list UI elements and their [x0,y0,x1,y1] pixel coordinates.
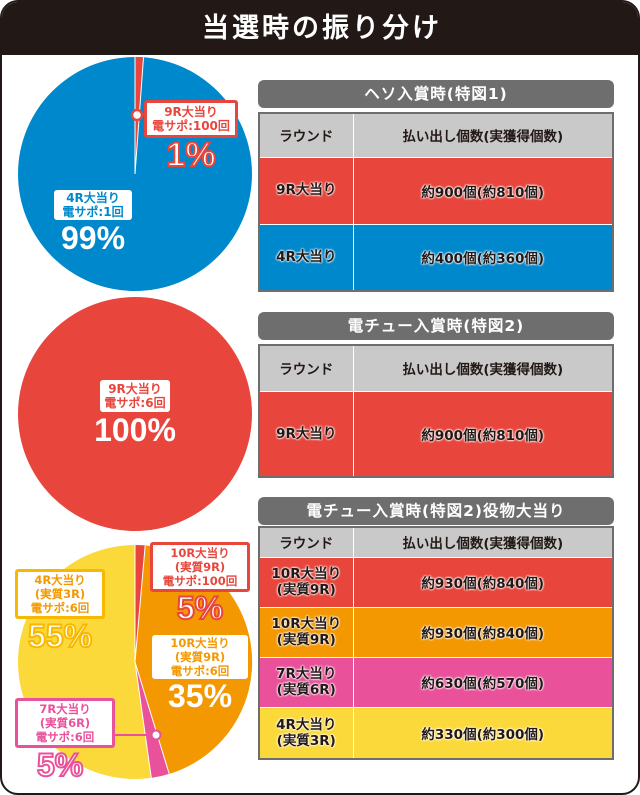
pie1-label-9r: 9R大当り 電サポ:100回 1% [144,100,238,174]
pie3-label-7r: 7R大当り (実質6R) 電サポ:6回 5% [15,698,115,783]
pie3-pct-10r-100: 5% [176,590,224,626]
page-title: 当選時の振り分け [2,2,638,55]
col-header-payout: 払い出し個数(実獲得個数) [352,112,614,158]
table-header-row: ラウンド 払い出し個数(実獲得個数) [258,112,614,158]
table-row: 9R大当り 約900個(約810個) [258,390,614,478]
table-row: 10R大当り (実質9R) 約930個(約840個) [258,556,614,608]
table-row: 9R大当り 約900個(約810個) [258,156,614,225]
pie2-pct-9r: 100% [94,412,176,448]
pie2-label-9r: 9R大当り 電サポ:6回 100% [82,380,188,448]
table-header-row: ラウンド 払い出し個数(実獲得個数) [258,344,614,392]
table-row: 10R大当り (実質9R) 約930個(約840個) [258,606,614,658]
section-title-denchu: 電チュー入賞時(特図2) [258,312,614,340]
table-heso: ラウンド 払い出し個数(実獲得個数) 9R大当り 約900個(約810個) 4R… [258,112,614,292]
pie3-pct-10r-6: 35% [167,678,233,714]
section-title-yakumono: 電チュー入賞時(特図2)役物大当り [258,497,614,525]
table-header-row: ラウンド 払い出し個数(実獲得個数) [258,526,614,558]
pie2-slice-9r [18,297,252,531]
pie3-pct-4r: 55% [27,618,93,654]
table-denchu: ラウンド 払い出し個数(実獲得個数) 9R大当り 約900個(約810個) [258,344,614,478]
pie1-pct-9r: 1% [165,136,216,174]
pie-chart-2 [18,297,252,531]
pie3-label-10r-100: 10R大当り (実質9R) 電サポ:100回 5% [150,542,250,626]
pie3-pct-7r: 5% [36,747,84,783]
pie3-label-10r-6: 10R大当り (実質9R) 電サポ:6回 35% [152,635,248,713]
table-row: 4R大当り 約400個(約360個) [258,223,614,292]
table-row: 7R大当り (実質6R) 約630個(約570個) [258,656,614,708]
table-yakumono: ラウンド 払い出し個数(実獲得個数) 10R大当り (実質9R) 約930個(約8… [258,526,614,760]
section-title-heso: ヘソ入賞時(特図1) [258,80,614,108]
col-header-round: ラウンド [258,112,354,158]
pie1-label-4r: 4R大当り 電サポ:1回 99% [54,190,132,256]
table-row: 4R大当り (実質3R) 約330個(約300個) [258,706,614,760]
pie3-label-4r: 4R大当り (実質3R) 電サポ:6回 55% [15,569,105,654]
pie1-pct-4r: 99% [60,220,126,256]
